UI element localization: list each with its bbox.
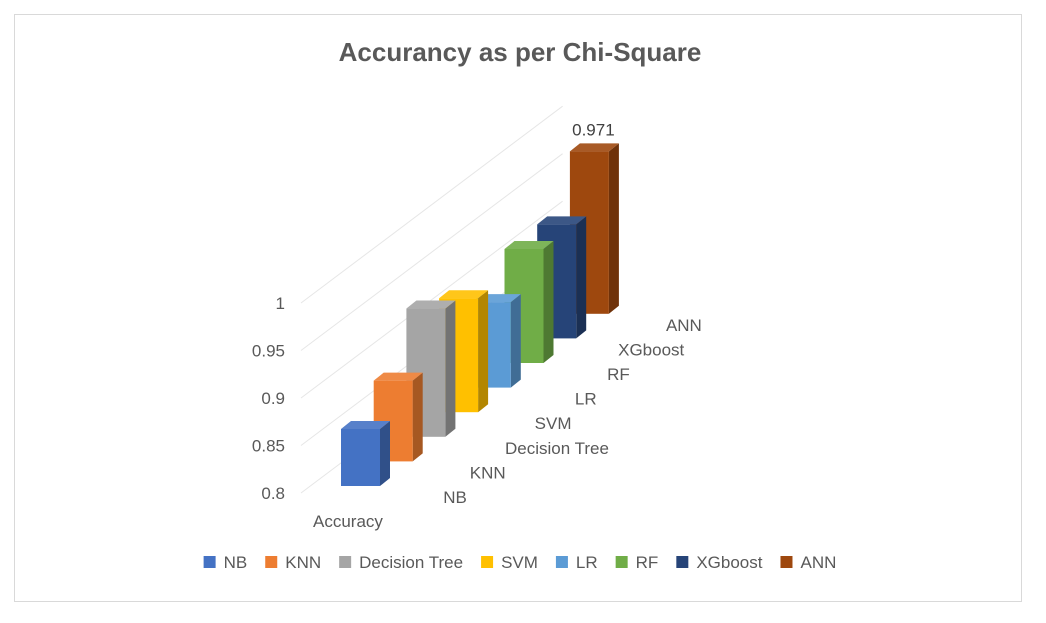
legend-item: NB	[203, 553, 248, 572]
bar-side	[380, 421, 390, 486]
gridline	[300, 105, 563, 304]
series-axis-label: LR	[575, 390, 597, 409]
series-axis-label: SVM	[535, 414, 572, 433]
legend-swatch	[780, 556, 793, 568]
series-axis-label: ANN	[666, 316, 702, 335]
bar-side	[543, 241, 554, 363]
legend-swatch	[481, 556, 494, 568]
chart-frame: Accurancy as per Chi-Square 0.8 0.85 0.9 0.…	[14, 14, 1022, 602]
chart-svg: Accurancy as per Chi-Square 0.8 0.85 0.9 0.…	[203, 37, 836, 572]
legend-item: ANN	[780, 553, 836, 572]
gridline	[300, 200, 563, 399]
y-tick-label: 0.9	[261, 389, 285, 408]
bar-side	[608, 143, 619, 314]
y-tick-label: 0.85	[252, 437, 285, 456]
bar-top	[373, 372, 423, 381]
legend-label: ANN	[800, 553, 836, 572]
legend-label: SVM	[501, 553, 538, 572]
legend-label: RF	[636, 553, 659, 572]
legend-swatch	[339, 556, 352, 568]
y-tick-label: 0.95	[252, 342, 285, 361]
legend-swatch	[265, 556, 278, 568]
bar-nb	[341, 421, 390, 486]
series-axis-label: Decision Tree	[505, 439, 609, 458]
bar-top	[504, 241, 554, 249]
series-axis-label: NB	[443, 488, 467, 507]
gridline	[300, 153, 563, 351]
bar-side	[576, 216, 587, 339]
legend-label: KNN	[285, 553, 321, 572]
series-axis-label: XGboost	[618, 340, 684, 359]
y-tick-label: 1	[276, 294, 285, 313]
legend-swatch	[203, 556, 216, 568]
chart-title: Accurancy as per Chi-Square	[339, 37, 702, 67]
legend-swatch	[676, 556, 689, 568]
y-tick-label: 0.8	[261, 484, 285, 503]
legend-item: RF	[615, 553, 659, 572]
bar-top	[537, 216, 587, 225]
legend-swatch	[555, 556, 568, 568]
category-label: Accuracy	[313, 512, 383, 531]
legend-item: KNN	[265, 553, 321, 572]
legend-label: XGboost	[696, 553, 762, 572]
legend-swatch	[615, 556, 628, 568]
bar-top	[569, 143, 619, 152]
legend-item: Decision Tree	[339, 553, 463, 572]
legend-item: XGboost	[676, 553, 763, 572]
series-axis-label: RF	[607, 365, 630, 384]
series-axis-label: KNN	[470, 463, 506, 482]
bar-side	[478, 290, 489, 413]
legend-label: LR	[576, 553, 598, 572]
bar-side	[445, 300, 456, 437]
legend-label: Decision Tree	[359, 553, 463, 572]
bar-top	[439, 290, 489, 299]
legend-item: SVM	[481, 553, 538, 572]
data-label: 0.971	[572, 120, 615, 139]
bar-side	[412, 372, 423, 462]
legend-item: LR	[555, 553, 598, 572]
bar-top	[406, 300, 456, 309]
legend-label: NB	[224, 553, 248, 572]
bar-top	[341, 421, 390, 429]
bar-side	[510, 294, 521, 388]
bar-front	[341, 429, 380, 486]
